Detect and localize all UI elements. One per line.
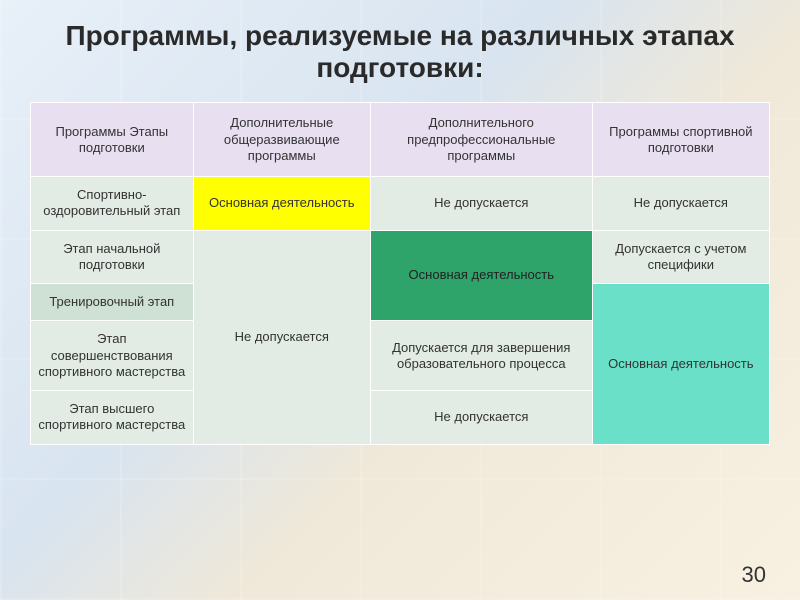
programs-table: Программы Этапы подготовки Дополнительны… bbox=[30, 102, 770, 444]
header-cell: Программы спортивной подготовки bbox=[592, 103, 769, 177]
header-cell: Дополнительного предпрофессиональные про… bbox=[370, 103, 592, 177]
stage-cell: Этап начальной подготовки bbox=[31, 230, 194, 284]
cell: Основная деятельность bbox=[193, 177, 370, 231]
cell: Основная деятельность bbox=[592, 284, 769, 445]
cell: Допускается для завершения образовательн… bbox=[370, 321, 592, 391]
table-row: Спортивно-оздоровительный этап Основная … bbox=[31, 177, 770, 231]
table-header-row: Программы Этапы подготовки Дополнительны… bbox=[31, 103, 770, 177]
stage-cell: Этап высшего спортивного мастерства bbox=[31, 391, 194, 445]
slide: Программы, реализуемые на различных этап… bbox=[0, 0, 800, 600]
cell: Не допускается bbox=[370, 391, 592, 445]
stage-cell: Спортивно-оздоровительный этап bbox=[31, 177, 194, 231]
header-cell: Дополнительные общеразвивающие программы bbox=[193, 103, 370, 177]
cell: Основная деятельность bbox=[370, 230, 592, 321]
slide-title: Программы, реализуемые на различных этап… bbox=[30, 20, 770, 84]
cell: Допускается с учетом специфики bbox=[592, 230, 769, 284]
cell: Не допускается bbox=[592, 177, 769, 231]
header-cell: Программы Этапы подготовки bbox=[31, 103, 194, 177]
stage-cell: Этап совершенствования спортивного масте… bbox=[31, 321, 194, 391]
stage-cell: Тренировочный этап bbox=[31, 284, 194, 321]
page-number: 30 bbox=[742, 562, 766, 588]
table-row: Этап начальной подготовки Не допускается… bbox=[31, 230, 770, 284]
cell: Не допускается bbox=[193, 230, 370, 444]
cell: Не допускается bbox=[370, 177, 592, 231]
